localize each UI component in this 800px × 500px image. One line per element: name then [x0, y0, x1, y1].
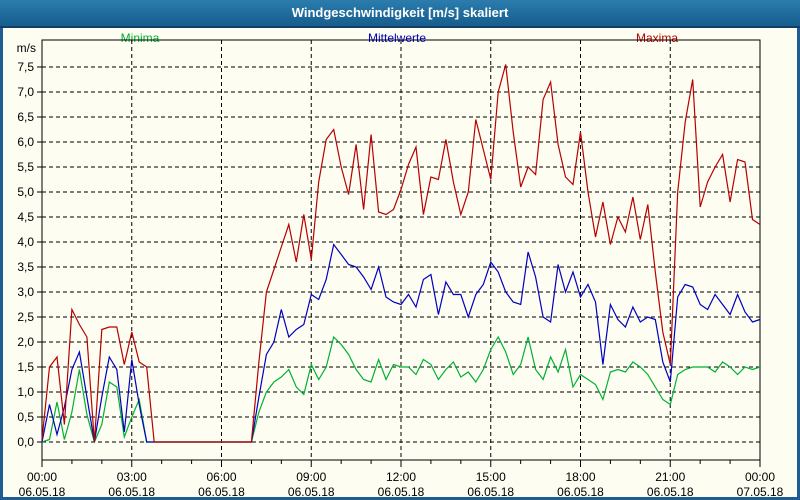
window-titlebar[interactable]: Windgeschwindigkeit [m/s] skaliert — [0, 0, 800, 28]
chart-panel — [3, 28, 797, 497]
legend-item-maxima: Maxima — [635, 31, 679, 45]
legend-item-mittelwerte: Mittelwerte — [367, 31, 427, 45]
legend-item-minima: Minima — [120, 31, 160, 45]
y-axis-unit-label: m/s — [16, 41, 36, 55]
window-title: Windgeschwindigkeit [m/s] skaliert — [291, 5, 509, 20]
